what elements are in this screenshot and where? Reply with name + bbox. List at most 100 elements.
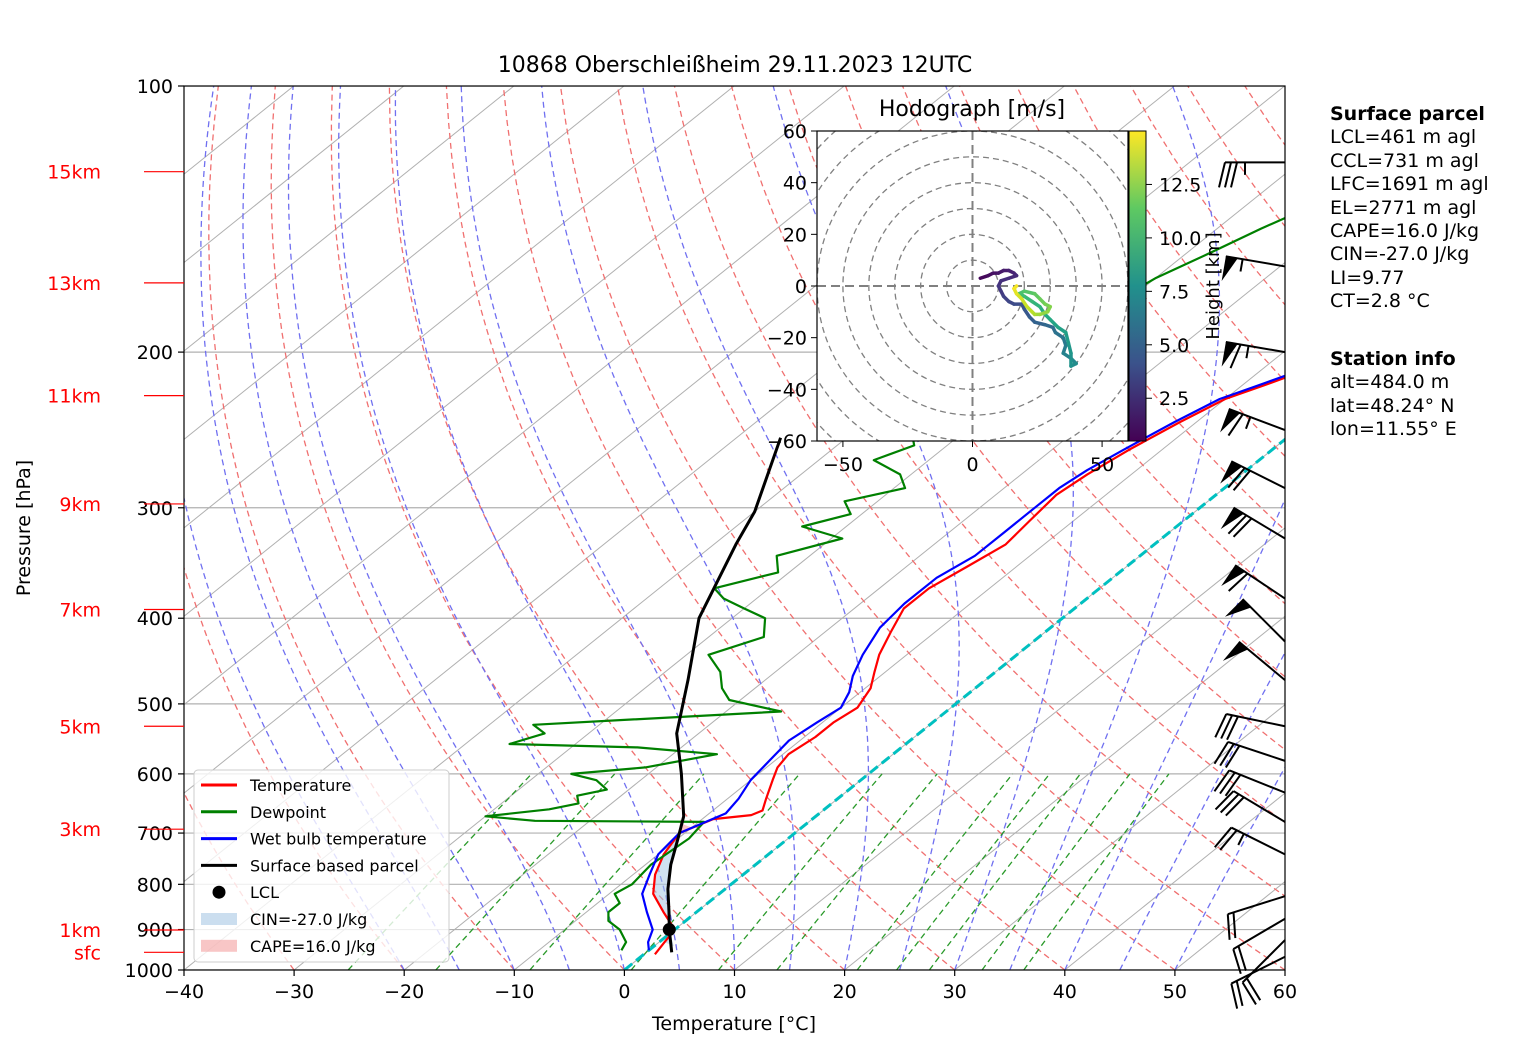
x-tick-label: 20 [833, 981, 857, 1003]
parcel-info: Surface parcel LCL=461 m agl CCL=731 m a… [1330, 103, 1489, 314]
moist-adiabat [541, 86, 796, 970]
hodograph-y-tick-label: 0 [795, 276, 807, 298]
wind-barb-feather [1227, 514, 1248, 535]
wind-barb-staff [1233, 790, 1286, 823]
legend-box [193, 769, 450, 963]
wind-barb [1218, 161, 1285, 188]
moist-adiabat [642, 86, 870, 970]
hodograph-y-tick-label: −20 [767, 328, 807, 350]
moist-adiabat [945, 86, 1074, 970]
wind-barb-feather [1213, 769, 1231, 792]
height-marker-label: 9km [59, 494, 101, 516]
wind-barb-staff [1228, 769, 1286, 794]
x-tick-label: −20 [384, 981, 424, 1003]
wind-barb [1214, 826, 1286, 856]
wind-barb-flag [1224, 599, 1252, 617]
wind-barb-half-feather [1245, 345, 1250, 359]
station-info-line: lat=48.24° N [1330, 394, 1455, 417]
height-marker-label: 15km [47, 162, 101, 184]
hodograph-y-tick-label: −60 [767, 431, 807, 453]
hodograph-colorbar [1128, 130, 1147, 442]
x-tick-label: 50 [1163, 981, 1187, 1003]
wind-barb [1214, 713, 1286, 741]
lcl-marker [662, 923, 676, 937]
x-tick-label: 30 [943, 981, 967, 1003]
dry-adiabat [616, 86, 1285, 970]
hodograph-x-tick-label: 50 [1090, 454, 1114, 476]
wind-barb-feather [1226, 716, 1239, 741]
x-tick-label: 40 [1053, 981, 1077, 1003]
wind-barb-feather [1219, 771, 1236, 795]
hodograph-segment [1066, 341, 1073, 355]
wind-barb-flag [1221, 341, 1238, 367]
hodograph-inset: −50 0 50 60 40 20 0 −20 −40 −60 Hodograph [m/s] 2… [767, 97, 1224, 476]
height-marker-label: 1km [59, 920, 101, 942]
moist-adiabat [1174, 765, 1285, 970]
x-tick-label: 10 [722, 981, 746, 1003]
dry-adiabat [184, 565, 405, 970]
parcel-info-line: CT=2.8 °C [1330, 290, 1430, 313]
cin-area [653, 833, 680, 947]
wind-barb-staff [1238, 640, 1286, 681]
wind-barb-feather [1220, 714, 1234, 739]
hodograph-segment [1012, 284, 1019, 291]
hodograph-x-tick-label: 0 [966, 454, 978, 476]
dry-adiabat [388, 86, 846, 970]
wind-barb [1214, 790, 1286, 823]
profile-line [652, 376, 1285, 955]
parcel-info-line: CAPE=16.0 J/kg [1330, 220, 1480, 243]
wind-barb [1220, 506, 1286, 540]
wind-barbs [1213, 161, 1286, 1009]
wind-barb-feather [1219, 743, 1235, 767]
legend-label: Temperature [249, 776, 351, 795]
wind-barb-staff [1233, 506, 1286, 540]
wind-barb-feather [1230, 162, 1238, 188]
legend-swatch [212, 885, 226, 899]
legend-swatch [201, 939, 237, 952]
height-marker-label: sfc [74, 942, 101, 964]
station-info-line: lon=11.55° E [1330, 418, 1457, 441]
wind-barb-flag [1220, 408, 1241, 433]
moist-adiabat [460, 86, 736, 970]
parcel-info-line: LI=9.77 [1330, 266, 1405, 289]
wind-barb-feather [1213, 741, 1229, 765]
legend-label: LCL [250, 883, 279, 902]
wind-barb-feather [1232, 517, 1253, 538]
dry-adiabat [270, 86, 625, 970]
wind-barb-feather [1228, 572, 1249, 592]
wind-barb [1220, 408, 1286, 437]
hodograph-y-tick-label: 40 [783, 173, 807, 195]
wind-barb-feather [1214, 790, 1235, 811]
wind-barb-staff [1230, 826, 1286, 856]
isotherm [844, 615, 1285, 970]
isotherm [184, 86, 955, 706]
wind-barb-feather [1227, 413, 1244, 437]
colorbar-tick-label: 5.0 [1159, 335, 1189, 357]
wind-barb [1224, 598, 1286, 643]
mixing-ratio-line [529, 773, 705, 970]
station-info-line: alt=484.0 m [1330, 371, 1450, 394]
mixing-ratio-line [1023, 773, 1170, 970]
wind-barb-feather [1219, 793, 1240, 814]
dry-adiabat [445, 86, 956, 970]
wind-barb-flag [1220, 461, 1243, 484]
wind-barb-half-feather [1239, 259, 1244, 272]
wind-barb-half-feather [1245, 416, 1252, 430]
wind-barb-feather [1225, 796, 1245, 817]
wind-barb-feather [1224, 162, 1232, 188]
legend-swatch [201, 913, 237, 925]
height-marker-label: 7km [59, 599, 101, 621]
wind-barb-staff [1226, 713, 1286, 728]
wind-barb-feather [1218, 162, 1226, 188]
y-tick-label: 700 [137, 823, 173, 845]
y-tick-label: 1000 [125, 960, 173, 982]
colorbar-tick-label: 2.5 [1159, 388, 1189, 410]
wind-barb-feather [1245, 977, 1262, 1001]
x-axis-label: Temperature [°C] [651, 1013, 816, 1035]
wind-barb-feather [1225, 745, 1241, 769]
profile-line [641, 374, 1285, 951]
height-marker-label: 5km [59, 716, 101, 738]
wind-barb [1220, 460, 1286, 491]
wind-barb [1213, 740, 1286, 769]
height-marker-label: 13km [47, 273, 101, 295]
